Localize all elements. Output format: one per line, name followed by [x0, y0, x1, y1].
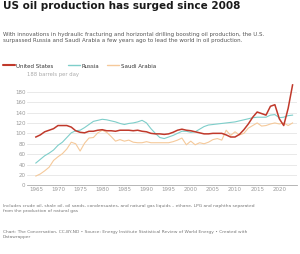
Text: 188 barrels per day: 188 barrels per day [27, 72, 79, 77]
Text: With innovations in hydraulic fracturing and horizontal drilling boosting oil pr: With innovations in hydraulic fracturing… [3, 32, 264, 43]
Text: United States: United States [16, 64, 54, 69]
Text: US oil production has surged since 2008: US oil production has surged since 2008 [3, 1, 240, 11]
Text: Russia: Russia [81, 64, 99, 69]
Text: Chart: The Conversation, CC-BY-ND • Source: Energy Institute Statistical Review : Chart: The Conversation, CC-BY-ND • Sour… [3, 230, 247, 239]
Text: Includes crude oil, shale oil, oil sands, condensuates, and natural gas liquids : Includes crude oil, shale oil, oil sands… [3, 204, 255, 213]
Text: Saudi Arabia: Saudi Arabia [121, 64, 156, 69]
